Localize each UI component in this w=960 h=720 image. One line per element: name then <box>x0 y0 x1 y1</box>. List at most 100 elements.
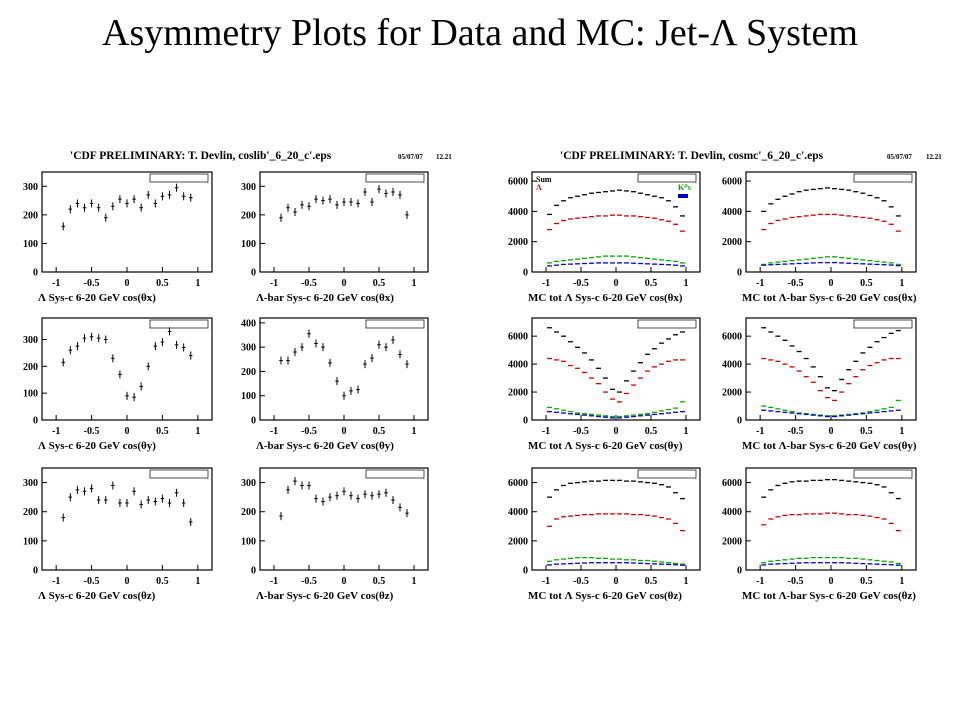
x-tick-label: -0.5 <box>301 278 317 289</box>
x-tick-label: 0 <box>125 278 130 289</box>
y-tick-label: 100 <box>23 239 38 250</box>
x-tick-label: 0 <box>614 426 619 437</box>
left-figure-date: 05/07/07 <box>398 153 423 161</box>
chart-d-lb-y: -1 -0.5 0 0.5 1 0 100 200 300 400 Λ-bar Sys-c 6-20… <box>241 317 429 452</box>
chart-d-lb-z: -1 -0.5 0 0.5 1 0 100 200 300 Λ-bar Sys-c 6-20 Ge… <box>241 467 429 602</box>
x-tick-label: -0.5 <box>301 426 317 437</box>
chart-m-l-z: -1 -0.5 0 0.5 1 0 2000 4000 6000 MC tot Λ Sys-c 6… <box>508 467 701 602</box>
x-tick-label: -0.5 <box>84 278 100 289</box>
y-tick-label: 0 <box>737 416 742 427</box>
x-tick-label: 1 <box>412 426 417 437</box>
x-tick-label: -1 <box>542 426 550 437</box>
x-tick-label: -0.5 <box>84 426 100 437</box>
x-tick-label: 0 <box>829 426 834 437</box>
legend-entry: K⁰s <box>678 183 691 192</box>
stats-box <box>637 173 697 183</box>
y-tick-label: 4000 <box>508 360 528 371</box>
y-tick-label: 2000 <box>508 388 528 399</box>
x-tick-label: 1 <box>899 278 904 289</box>
x-tick-label: -0.5 <box>788 278 804 289</box>
y-tick-label: 6000 <box>508 478 528 489</box>
x-tick-label: 0.5 <box>860 576 873 587</box>
legend-entry: Λ <box>536 183 542 192</box>
x-tick-label: -1 <box>270 426 278 437</box>
x-tick-label: -1 <box>542 576 550 587</box>
axis-caption: MC tot Λ-bar Sys-c 6-20 GeV cos(θx) <box>742 292 917 304</box>
x-tick-label: 0.5 <box>156 576 169 587</box>
x-tick-label: 0 <box>342 278 347 289</box>
slide-title: Asymmetry Plots for Data and MC: Jet-Λ S… <box>102 12 858 54</box>
x-tick-label: 0.5 <box>156 426 169 437</box>
y-tick-label: 0 <box>251 416 256 427</box>
y-tick-label: 300 <box>241 182 256 193</box>
stats-box <box>853 173 913 183</box>
y-tick-label: 300 <box>23 182 38 193</box>
y-tick-label: 0 <box>737 566 742 577</box>
stats-box <box>365 173 425 183</box>
y-tick-label: 100 <box>241 391 256 402</box>
y-tick-label: 0 <box>33 416 38 427</box>
x-tick-label: -0.5 <box>573 278 589 289</box>
chart-d-l-x: -1 -0.5 0 0.5 1 0 100 200 300 Λ Sys-c 6-20 GeV co… <box>23 171 213 304</box>
x-tick-label: 1 <box>899 426 904 437</box>
y-tick-label: 2000 <box>722 237 742 248</box>
y-tick-label: 6000 <box>508 177 528 188</box>
y-tick-label: 100 <box>23 389 38 400</box>
y-tick-label: 2000 <box>722 536 742 547</box>
x-tick-label: 1 <box>684 576 689 587</box>
y-tick-label: 4000 <box>722 207 742 218</box>
axis-caption: MC tot Λ-bar Sys-c 6-20 GeV cos(θy) <box>742 440 917 452</box>
x-tick-label: 0 <box>614 278 619 289</box>
y-tick-label: 100 <box>23 536 38 547</box>
chart-m-lb-z: -1 -0.5 0 0.5 1 0 2000 4000 6000 MC tot Λ-bar Sys… <box>722 467 917 602</box>
x-tick-label: -0.5 <box>573 576 589 587</box>
x-tick-label: -1 <box>756 576 764 587</box>
chart-d-l-z: -1 -0.5 0 0.5 1 0 100 200 300 Λ Sys-c 6-20 GeV co… <box>23 467 213 602</box>
x-tick-label: 0.5 <box>645 426 658 437</box>
x-tick-label: 0.5 <box>156 278 169 289</box>
x-tick-label: 1 <box>195 426 200 437</box>
stats-box <box>149 173 209 183</box>
x-tick-label: 1 <box>684 278 689 289</box>
x-tick-label: -0.5 <box>84 576 100 587</box>
x-tick-label: 0 <box>125 426 130 437</box>
x-tick-label: -0.5 <box>788 426 804 437</box>
x-tick-label: 0.5 <box>373 278 386 289</box>
plot-frame <box>531 317 701 421</box>
y-tick-label: 6000 <box>722 478 742 489</box>
stats-box <box>365 469 425 479</box>
axis-caption: Λ Sys-c 6-20 GeV cos(θx) <box>38 292 156 304</box>
y-tick-label: 4000 <box>508 507 528 518</box>
y-tick-label: 300 <box>23 478 38 489</box>
y-tick-label: 2000 <box>722 388 742 399</box>
y-tick-label: 0 <box>251 268 256 279</box>
axis-caption: Λ Sys-c 6-20 GeV cos(θy) <box>38 440 156 452</box>
y-tick-label: 400 <box>241 318 256 329</box>
x-tick-label: -1 <box>756 426 764 437</box>
plot-frame <box>41 317 213 421</box>
x-tick-label: -1 <box>52 576 60 587</box>
x-tick-label: 0.5 <box>860 426 873 437</box>
y-tick-label: 100 <box>241 239 256 250</box>
x-tick-label: 1 <box>899 576 904 587</box>
stats-box <box>637 319 697 329</box>
y-tick-label: 6000 <box>508 332 528 343</box>
plot-frame <box>259 317 429 421</box>
x-tick-label: 0 <box>342 426 347 437</box>
chart-d-l-y: -1 -0.5 0 0.5 1 0 100 200 300 Λ Sys-c 6-20 GeV co… <box>23 317 213 452</box>
y-tick-label: 100 <box>241 536 256 547</box>
axis-caption: Λ-bar Sys-c 6-20 GeV cos(θx) <box>256 292 394 304</box>
x-tick-label: 0.5 <box>860 278 873 289</box>
y-tick-label: 0 <box>737 268 742 279</box>
axis-caption: MC tot Λ Sys-c 6-20 GeV cos(θx) <box>528 292 683 304</box>
y-tick-label: 0 <box>33 268 38 279</box>
y-tick-label: 4000 <box>722 507 742 518</box>
stats-box <box>853 319 913 329</box>
y-tick-label: 300 <box>241 343 256 354</box>
axis-caption: MC tot Λ Sys-c 6-20 GeV cos(θy) <box>528 440 683 452</box>
x-tick-label: 1 <box>195 278 200 289</box>
stats-box <box>149 469 209 479</box>
x-tick-label: -1 <box>52 426 60 437</box>
y-tick-label: 6000 <box>722 332 742 343</box>
